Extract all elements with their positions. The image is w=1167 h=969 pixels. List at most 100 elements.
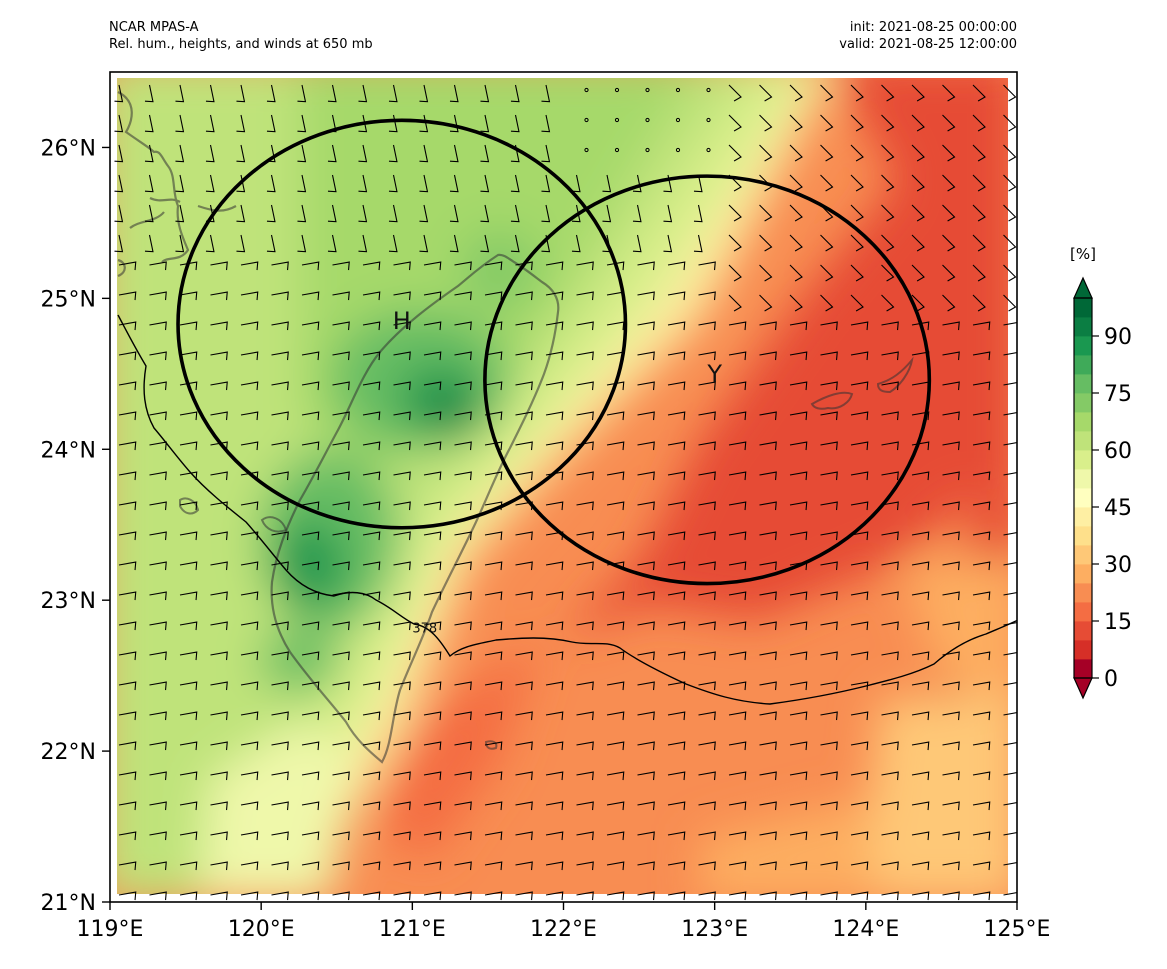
wind-barb <box>332 741 350 751</box>
wind-barb <box>637 681 655 691</box>
wind-barb <box>454 711 472 721</box>
wind-barb <box>393 711 411 721</box>
wind-barb <box>1003 682 1017 686</box>
wind-barb <box>362 411 381 421</box>
wind-barb <box>545 651 564 661</box>
wind-barb <box>332 291 350 301</box>
wind-barb <box>179 651 198 661</box>
wind-barb <box>881 144 895 162</box>
wind-barb <box>240 831 259 841</box>
wind-barb <box>728 831 747 841</box>
wind-barb <box>332 861 350 871</box>
wind-barb <box>972 681 991 691</box>
wind-barb <box>850 294 864 312</box>
wind-barb <box>820 831 838 841</box>
wind-barb <box>449 174 459 193</box>
wind-barb <box>301 351 320 361</box>
wind-barb <box>667 321 686 331</box>
wind-barb <box>759 204 773 222</box>
wind-barb <box>149 771 167 781</box>
wind-barb <box>423 681 442 691</box>
wind-barb <box>327 144 337 163</box>
wind-barb <box>210 561 228 571</box>
wind-barb <box>210 681 228 691</box>
wind-barb <box>210 531 228 541</box>
wind-barb <box>759 651 777 661</box>
wind-barb <box>423 321 442 331</box>
wind-barb <box>179 831 198 841</box>
wind-barb <box>942 381 960 391</box>
lon-tick-label: 119°E <box>77 917 144 942</box>
wind-barb <box>484 801 503 811</box>
wind-barb <box>545 861 564 871</box>
wind-barb <box>576 801 594 811</box>
wind-barb <box>972 531 991 541</box>
wind-barb <box>149 801 167 811</box>
wind-barb <box>1003 532 1017 536</box>
wind-barb <box>362 591 381 601</box>
wind-barb <box>881 711 899 721</box>
wind-barb <box>637 621 655 631</box>
wind-barb <box>942 351 960 361</box>
wind-barb <box>271 381 289 391</box>
wind-barb <box>332 831 350 841</box>
wind-barb <box>362 831 381 841</box>
wind-barb <box>911 651 930 661</box>
header-left: NCAR MPAS-A Rel. hum., heights, and wind… <box>109 19 373 53</box>
wind-barb <box>454 531 472 541</box>
wind-barb <box>393 801 411 811</box>
wind-barb <box>820 741 838 751</box>
wind-barb <box>332 471 350 481</box>
wind-barb <box>759 471 777 481</box>
wind-barb <box>698 741 716 751</box>
wind-barb <box>271 591 289 601</box>
wind-barb <box>850 84 864 102</box>
wind-barb <box>423 441 442 451</box>
wind-barb <box>728 321 747 331</box>
wind-barb <box>911 591 930 601</box>
wind-barb <box>301 801 320 811</box>
wind-barb <box>789 801 808 811</box>
wind-barb <box>358 114 368 133</box>
wind-barb <box>515 351 533 361</box>
wind-barb <box>789 531 808 541</box>
wind-barb <box>297 174 307 193</box>
wind-barb <box>362 531 381 541</box>
wind-barb <box>820 264 834 282</box>
wind-barb <box>327 204 337 223</box>
wind-barb <box>637 531 655 541</box>
circle-h <box>176 118 628 530</box>
wind-barb <box>114 144 124 163</box>
wind-barb <box>118 351 137 361</box>
wind-barb <box>297 204 307 223</box>
wind-barb <box>454 471 472 481</box>
wind-barb <box>454 771 472 781</box>
wind-barb <box>515 801 533 811</box>
wind-barb <box>850 771 869 781</box>
lat-tick-label: 24°N <box>41 438 96 463</box>
wind-barb <box>393 321 411 331</box>
wind-barb <box>1003 114 1017 132</box>
wind-barb <box>820 84 834 102</box>
wind-barb <box>881 471 899 481</box>
wind-barb <box>1003 472 1017 476</box>
wind-barb <box>484 561 503 571</box>
wind-barb <box>911 861 930 871</box>
wind-barb <box>576 861 594 871</box>
wind-barb <box>606 411 625 421</box>
colorbar-segment <box>1074 526 1092 546</box>
wind-barb <box>698 561 716 571</box>
colorbar-segment <box>1074 298 1092 318</box>
wind-barb <box>637 861 655 871</box>
wind-barb <box>179 771 198 781</box>
wind-barb <box>789 351 808 361</box>
wind-barb <box>759 381 777 391</box>
wind-barb <box>820 711 838 721</box>
wind-barb <box>301 471 320 481</box>
wind-barb <box>759 621 777 631</box>
wind-barb <box>759 711 777 721</box>
calm-marker <box>584 87 589 93</box>
wind-barb <box>820 771 838 781</box>
colorbar-segment <box>1074 393 1092 413</box>
wind-barb <box>576 741 594 751</box>
